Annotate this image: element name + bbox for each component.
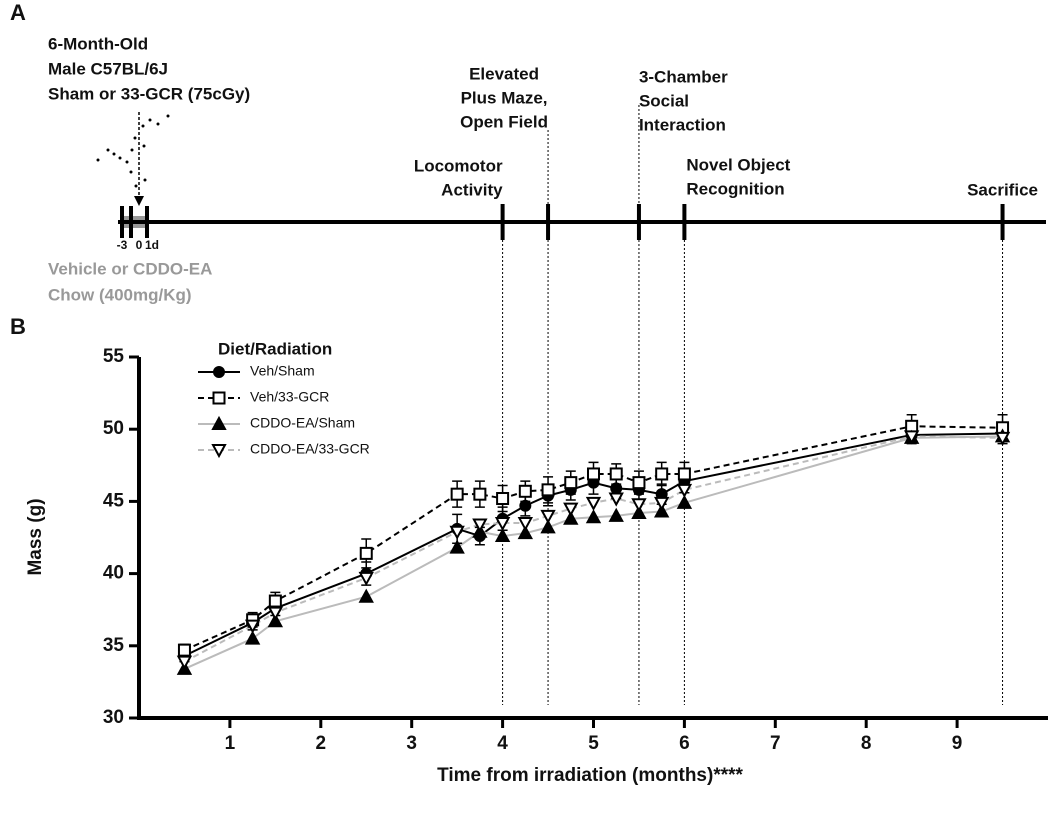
series-line xyxy=(184,425,1003,652)
data-point xyxy=(610,482,623,495)
x-tick-label: 1 xyxy=(225,733,236,754)
event-label: Plus Maze, xyxy=(461,88,548,107)
data-point xyxy=(517,517,534,532)
data-point xyxy=(496,492,510,506)
event-label: Social xyxy=(639,91,689,110)
data-point xyxy=(518,484,532,498)
event-label: Elevated xyxy=(469,64,539,83)
data-point xyxy=(609,467,623,481)
y-tick-label: 50 xyxy=(103,418,124,439)
data-point xyxy=(267,613,284,628)
data-point xyxy=(655,467,669,481)
x-axis-title: Time from irradiation (months)**** xyxy=(437,765,743,786)
data-point xyxy=(653,503,670,518)
x-tick-label: 2 xyxy=(316,733,327,754)
data-point xyxy=(473,487,487,501)
data-point xyxy=(541,483,555,497)
legend-label: Veh/33-GCR xyxy=(250,389,329,405)
y-tick-label: 40 xyxy=(103,563,124,584)
data-point xyxy=(608,507,624,522)
y-axis-title: Mass (g) xyxy=(25,498,46,575)
arrow-head xyxy=(134,196,144,206)
data-point xyxy=(564,476,578,490)
data-point xyxy=(177,643,191,657)
legend-title: Diet/Radiation xyxy=(218,339,332,358)
data-point xyxy=(494,517,511,532)
legend-marker xyxy=(211,444,227,459)
data-point xyxy=(563,502,579,517)
x-tick-label: 6 xyxy=(679,733,690,754)
day-label: 0 xyxy=(136,238,143,252)
panel-label: B xyxy=(10,314,26,339)
cohort-text: Male C57BL/6J xyxy=(48,59,168,78)
data-point xyxy=(608,492,624,507)
data-point xyxy=(517,525,534,540)
x-tick-label: 7 xyxy=(770,733,781,754)
day-label: -3 xyxy=(117,238,128,252)
data-point xyxy=(631,498,647,513)
data-point xyxy=(267,606,284,621)
event-label: Recognition xyxy=(686,179,784,198)
event-label: Activity xyxy=(441,180,503,199)
legend-marker xyxy=(212,391,226,405)
y-tick-label: 45 xyxy=(103,490,125,511)
data-point xyxy=(585,509,602,524)
y-tick-label: 55 xyxy=(103,346,125,367)
legend-label: CDDO-EA/33-GCR xyxy=(250,441,370,457)
data-point xyxy=(540,519,556,534)
event-label: Interaction xyxy=(639,115,726,134)
data-point xyxy=(585,496,602,511)
x-tick-label: 4 xyxy=(497,733,508,754)
data-point xyxy=(676,483,693,498)
event-label: Locomotor xyxy=(414,156,503,175)
data-point xyxy=(449,525,465,540)
x-tick-label: 5 xyxy=(588,733,599,754)
data-point xyxy=(450,487,464,501)
data-point xyxy=(449,539,465,554)
data-point xyxy=(994,431,1011,446)
legend-marker xyxy=(213,366,225,378)
diet-text: Vehicle or CDDO-EA xyxy=(48,259,212,278)
data-point xyxy=(358,588,374,603)
y-tick-label: 30 xyxy=(103,707,124,728)
data-point xyxy=(176,655,193,670)
day-label: 1d xyxy=(145,238,159,252)
data-point xyxy=(472,518,488,533)
panel-label: A xyxy=(10,0,26,25)
data-point xyxy=(519,499,532,512)
data-point xyxy=(540,509,556,524)
data-point xyxy=(359,546,373,560)
legend-marker xyxy=(211,415,227,430)
data-point xyxy=(244,630,261,645)
cohort-text: 6-Month-Old xyxy=(48,34,148,53)
data-point xyxy=(563,510,579,525)
data-point xyxy=(631,504,647,519)
data-point xyxy=(268,594,282,608)
y-tick-label: 35 xyxy=(103,635,125,656)
event-label: Open Field xyxy=(460,112,548,131)
diet-text: Chow (400mg/Kg) xyxy=(48,285,192,304)
data-point xyxy=(587,467,600,481)
event-label: Sacrifice xyxy=(967,180,1038,199)
x-tick-label: 3 xyxy=(406,733,417,754)
legend-label: CDDO-EA/Sham xyxy=(250,415,355,431)
x-tick-label: 9 xyxy=(952,733,963,754)
data-point xyxy=(632,476,646,490)
data-point xyxy=(677,467,691,481)
data-point xyxy=(358,571,374,587)
event-label: Novel Object xyxy=(686,155,790,174)
dose-dots xyxy=(96,114,170,188)
data-point xyxy=(676,494,693,509)
data-point xyxy=(653,496,670,511)
cohort-text: Sham or 33-GCR (75cGy) xyxy=(48,84,250,103)
x-tick-label: 8 xyxy=(861,733,872,754)
legend-label: Veh/Sham xyxy=(250,363,315,379)
event-label: 3-Chamber xyxy=(639,67,728,86)
data-point xyxy=(244,619,261,634)
data-point xyxy=(494,527,511,543)
data-point xyxy=(903,430,920,445)
